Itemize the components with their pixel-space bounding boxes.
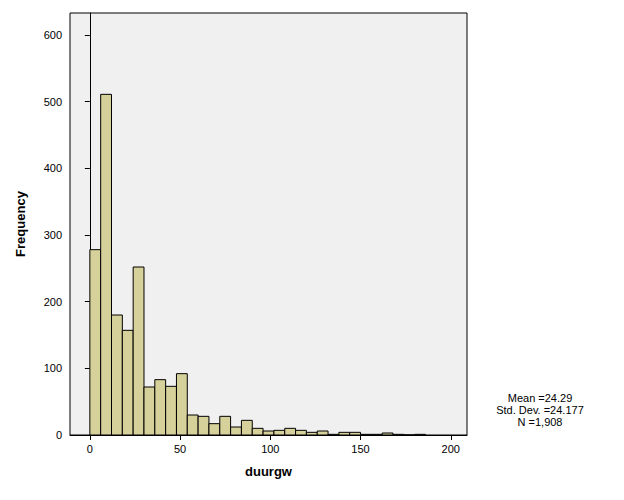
svg-text:N =1,908: N =1,908	[518, 416, 563, 428]
svg-text:100: 100	[261, 443, 279, 455]
svg-text:600: 600	[44, 29, 62, 41]
svg-text:100: 100	[44, 362, 62, 374]
svg-text:Frequency: Frequency	[13, 190, 28, 257]
svg-text:400: 400	[44, 162, 62, 174]
svg-text:200: 200	[44, 296, 62, 308]
svg-text:500: 500	[44, 96, 62, 108]
svg-text:Mean =24.29: Mean =24.29	[508, 392, 573, 404]
svg-text:300: 300	[44, 229, 62, 241]
svg-text:200: 200	[442, 443, 460, 455]
svg-text:50: 50	[174, 443, 186, 455]
svg-text:0: 0	[87, 443, 93, 455]
svg-text:duurgw: duurgw	[245, 464, 293, 479]
svg-text:Std. Dev. =24.177: Std. Dev. =24.177	[496, 404, 584, 416]
svg-text:150: 150	[351, 443, 369, 455]
svg-text:0: 0	[56, 429, 62, 441]
